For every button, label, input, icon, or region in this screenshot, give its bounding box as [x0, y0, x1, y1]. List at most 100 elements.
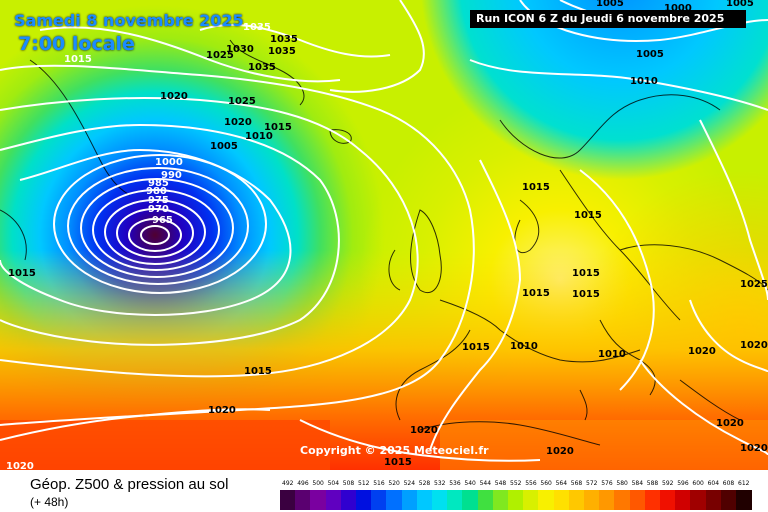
color-scale: 492 496 500 504 508 512 516 520 524 528 532 536 540 5…: [280, 480, 752, 512]
scale-swatch: [690, 490, 707, 510]
scale-swatch: [553, 490, 570, 510]
scale-tick-label: 568: [570, 480, 583, 487]
scale-swatch: [584, 490, 600, 510]
scale-swatch: [447, 490, 463, 510]
isobar-label: 1015: [264, 122, 292, 133]
scale-tick-label: 500: [312, 480, 324, 487]
isobar-label: 1005: [596, 0, 624, 9]
scale-tick-label: 520: [388, 480, 400, 487]
forecast-date: Samedi 8 novembre 2025: [14, 11, 244, 30]
isobar-label: 1015: [462, 342, 490, 353]
isobar-label: 990: [161, 170, 182, 181]
isobar-label: 1005: [210, 141, 238, 152]
scale-tick-label: 596: [677, 480, 689, 487]
scale-swatch: [508, 490, 524, 510]
isobar-label: 1025: [206, 50, 234, 61]
legend-title: Géop. Z500 & pression au sol: [30, 476, 229, 493]
scale-swatch: [280, 490, 296, 510]
scale-tick-label: 532: [434, 480, 446, 487]
isobar-label: 1020: [6, 461, 34, 472]
isobar-label: 1000: [664, 3, 692, 14]
scale-swatch: [644, 490, 661, 510]
scale-swatch: [401, 490, 418, 510]
isobar-label: 1030: [226, 44, 254, 55]
isobar-label: 1025: [740, 279, 768, 290]
scale-swatch: [416, 490, 433, 510]
scale-swatch: [295, 490, 311, 510]
copyright-text: Copyright © 2025 Meteociel.fr: [300, 444, 489, 457]
scale-tick-label: 612: [738, 480, 750, 487]
scale-tick-label: 580: [616, 480, 628, 487]
scale-swatch: [660, 490, 676, 510]
scale-tick-label: 608: [722, 480, 735, 487]
scale-tick-label: 604: [707, 480, 720, 487]
isobar-label: 1025: [228, 96, 256, 107]
scale-tick-label: 528: [418, 480, 431, 487]
forecast-local-time: 7:00 locale: [18, 33, 135, 55]
isobar-label: 1035: [270, 34, 298, 45]
isobar-label: 1020: [160, 91, 188, 102]
isobar-label: 1005: [726, 0, 754, 9]
scale-tick-label: 556: [525, 480, 537, 487]
scale-swatch: [432, 490, 448, 510]
scale-swatch: [614, 490, 631, 510]
isobar-label: 1020: [688, 346, 716, 357]
scale-tick-label: 496: [297, 480, 309, 487]
scale-swatch: [371, 490, 387, 510]
isobar-label: 970: [148, 204, 169, 215]
isobar-label: 1015: [572, 268, 600, 279]
scale-swatch: [492, 490, 509, 510]
scale-swatch: [477, 490, 494, 510]
legend-subtitle: (+ 48h): [30, 495, 69, 509]
isobar-label: 1020: [716, 418, 744, 429]
scale-tick-label: 588: [646, 480, 659, 487]
isobar-label: 1020: [546, 446, 574, 457]
isobar-label: 1010: [630, 76, 658, 87]
scale-tick-label: 584: [631, 480, 644, 487]
isobar-label: 1010: [510, 341, 538, 352]
scale-tick-label: 524: [403, 480, 416, 487]
isobar-label: 1035: [248, 62, 276, 73]
isobar-label: 1015: [574, 210, 602, 221]
scale-tick-label: 508: [342, 480, 355, 487]
scale-tick-label: 560: [540, 480, 552, 487]
scale-tick-label: 600: [692, 480, 704, 487]
scale-swatch: [340, 490, 357, 510]
scale-tick-label: 544: [479, 480, 492, 487]
scale-swatch: [720, 490, 737, 510]
scale-swatch: [310, 490, 327, 510]
isobar-label: 965: [152, 215, 173, 226]
scale-swatch: [462, 490, 479, 510]
isobar-label: 1020: [410, 425, 438, 436]
scale-swatch: [675, 490, 691, 510]
isobar-label: 1015: [8, 268, 36, 279]
model-run-label: Run ICON 6 Z du Jeudi 6 novembre 2025: [470, 10, 746, 28]
scale-tick-label: 572: [586, 480, 598, 487]
scale-tick-label: 576: [601, 480, 613, 487]
isobar-label: 985: [148, 178, 169, 189]
isobar-label: 1015: [244, 366, 272, 377]
scale-tick-label: 504: [327, 480, 340, 487]
isobar-label: 1015: [522, 182, 550, 193]
isobar-label: 1015: [64, 54, 92, 65]
scale-swatch: [386, 490, 403, 510]
scale-swatch: [523, 490, 539, 510]
isobar-label: 1010: [598, 349, 626, 360]
isobar-label: 1010: [245, 131, 273, 142]
isobar-label: 1035: [243, 22, 271, 33]
isobar-label: 1000: [155, 157, 183, 168]
scale-tick-label: 552: [510, 480, 522, 487]
scale-tick-label: 536: [449, 480, 461, 487]
scale-swatch: [629, 490, 646, 510]
isobar-label: 1020: [224, 117, 252, 128]
scale-tick-label: 564: [555, 480, 568, 487]
isobar-label: 980: [146, 186, 167, 197]
isobar-label: 1015: [384, 457, 412, 468]
isobar-label: 1020: [740, 340, 768, 351]
scale-swatch: [538, 490, 555, 510]
weather-map: [0, 0, 768, 470]
isobar-label: 1020: [740, 443, 768, 454]
scale-swatch: [325, 490, 342, 510]
isobar-label: 1015: [572, 289, 600, 300]
